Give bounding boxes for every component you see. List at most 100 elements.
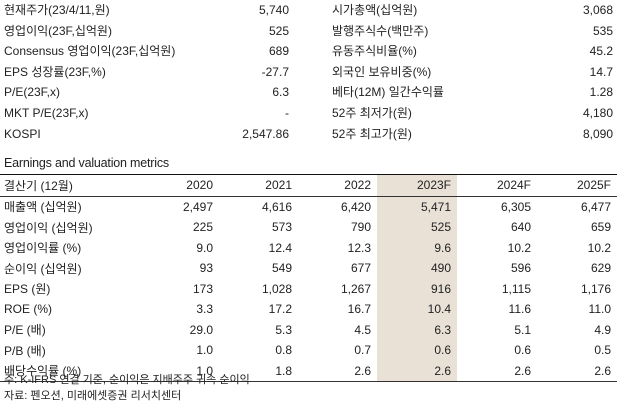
table-cell: 0.7 [354,343,371,358]
summary-row: EPS 성장률(23F,%) -27.7 [0,62,289,82]
summary-row: KOSPI 2,547.86 [0,124,289,144]
table-cell: 11.6 [508,302,531,317]
summary-row: 발행주식수(백만주) 535 [332,21,613,41]
summary-label: 외국인 보유비중(%) [332,64,432,79]
summary-left: 현재주가(23/4/11,원) 5,740 영업이익(23F,십억원) 525 Cons… [0,0,289,150]
table-cell: 6,477 [580,199,611,214]
summary-label: 52주 최고가(원) [332,126,412,141]
earnings-table-container: 결산기 (12월) 2020 2021 2022 2023F 2024F 2025F 매출액… [0,174,619,382]
header-year: 2024F [457,174,537,197]
table-cell: 0.6 [377,340,457,361]
row-label: ROE (%) [4,302,52,317]
table-cell: 4.9 [594,322,611,337]
summary-row: 외국인 보유비중(%) 14.7 [332,62,613,82]
summary-label: 유동주식비율(%) [332,44,417,59]
table-cell: 11.0 [588,302,611,317]
table-cell: 790 [350,220,371,235]
header-year: 2021 [219,174,298,197]
table-cell: 10.4 [377,299,457,320]
table-header-row: 결산기 (12월) 2020 2021 2022 2023F 2024F 2025F [0,174,617,197]
summary-label: MKT P/E(23F,x) [4,106,89,120]
footnotes: 주: K-IFRS 연결 기준, 순이익은 지배주주 귀속 순이익 자료: 펜오… [4,372,250,404]
summary-value: 1.28 [589,85,613,100]
table-cell: 0.6 [514,343,531,358]
table-cell: 6,420 [340,199,371,214]
summary-label: 시가총액(십억원) [332,3,418,17]
summary-value: -27.7 [261,64,289,79]
summary-row: 영업이익(23F,십억원) 525 [0,21,289,41]
table-row: P/B (배) 1.0 0.8 0.7 0.6 0.6 0.5 [0,340,617,361]
row-label: 배당수익률 (%) [0,360,140,382]
earnings-table: 결산기 (12월) 2020 2021 2022 2023F 2024F 2025F 매출액… [0,174,617,382]
table-cell: 10.2 [507,240,531,255]
summary-value: 8,090 [582,126,613,141]
table-cell: 6,305 [500,199,531,214]
table-cell: 1,267 [340,281,371,296]
table-cell: 12.4 [268,240,292,255]
table-cell: 677 [350,261,371,276]
table-cell: 1.0 [196,343,213,358]
table-cell: 9.6 [377,237,457,258]
table-cell: 1,028 [261,281,292,296]
row-label: 매출액 (십억원) [4,200,82,215]
summary-row: MKT P/E(23F,x) - [0,103,289,123]
summary-value: 4,180 [582,106,613,120]
table-cell: 573 [271,220,292,235]
table-cell: 16.7 [347,302,371,317]
table-cell: 2.6 [377,360,457,382]
note-source: 자료: 펜오션, 미래에셋증권 리서치센터 [4,390,182,402]
table-cell: 549 [271,261,292,276]
summary-label: 52주 최저가(원) [332,106,412,120]
table-cell: 0.5 [594,343,611,358]
section-title: Earnings and valuation metrics [4,156,169,170]
summary-label: 베타(12M) 일간수익률 [332,85,444,100]
summary-value: 3,068 [582,3,613,17]
table-cell: 4,616 [261,199,292,214]
table-row: 영업이익 (십억원) 225 573 790 525 640 659 [0,217,617,238]
summary-row: 52주 최고가(원) 8,090 [332,124,613,144]
table-cell: 2.6 [537,360,617,382]
summary-row: 베타(12M) 일간수익률 1.28 [332,82,613,102]
table-cell: 10.2 [587,240,611,255]
header-year: 2023F [377,174,457,197]
table-cell: 640 [510,220,531,235]
summary-value: 45.2 [589,44,613,59]
table-cell: 2,497 [182,199,213,214]
summary-label: 현재주가(23/4/11,원) [4,3,110,17]
table-cell: 916 [377,278,457,299]
table-cell: 3.3 [196,302,213,317]
table-cell: 173 [192,281,213,296]
summary-row: 유동주식비율(%) 45.2 [332,41,613,61]
table-cell: 0.8 [275,343,292,358]
summary-value: 525 [268,23,289,38]
table-row: 매출액 (십억원) 2,497 4,616 6,420 5,471 6,305 6,477 [0,196,617,217]
header-year: 2022 [298,174,377,197]
summary-label: Consensus 영업이익(23F,십억원) [4,44,176,59]
table-row: 영업이익률 (%) 9.0 12.4 12.3 9.6 10.2 10.2 [0,237,617,258]
summary-row: Consensus 영업이익(23F,십억원) 689 [0,41,289,61]
table-cell: 29.0 [189,322,213,337]
table-row: EPS (원) 173 1,028 1,267 916 1,115 1,176 [0,278,617,299]
table-cell: 629 [590,261,611,276]
table-cell: 5.3 [275,322,292,337]
row-label: 영업이익 (십억원) [4,220,93,235]
table-cell: 1,115 [501,281,531,296]
row-label: 순이익 (십억원) [4,261,82,276]
summary-value: 14.7 [589,64,613,79]
table-cell: 6.3 [377,319,457,340]
summary-row: P/E(23F,x) 6.3 [0,82,289,102]
header-year: 2020 [140,174,219,197]
table-cell: 2.6 [298,360,377,382]
summary-label: P/E(23F,x) [4,85,61,100]
table-cell: 1,176 [580,281,611,296]
header-label: 결산기 (12월) [0,174,140,197]
table-cell: 9.0 [196,240,213,255]
table-cell: 596 [510,261,531,276]
summary-right: 시가총액(십억원) 3,068 발행주식수(백만주) 535 유동주식비율(%) 45.2… [332,0,613,150]
note-basis: 주: K-IFRS 연결 기준, 순이익은 지배주주 귀속 순이익 [4,374,250,386]
summary-value: 2,547.86 [242,126,289,141]
table-row: 배당수익률 (%) 1.0 1.8 2.6 2.6 2.6 2.6 [0,360,617,382]
table-cell: 93 [199,261,213,276]
table-row: 순이익 (십억원) 93 549 677 490 596 629 [0,258,617,279]
table-body: 매출액 (십억원) 2,497 4,616 6,420 5,471 6,305 6,477 영… [0,196,617,382]
